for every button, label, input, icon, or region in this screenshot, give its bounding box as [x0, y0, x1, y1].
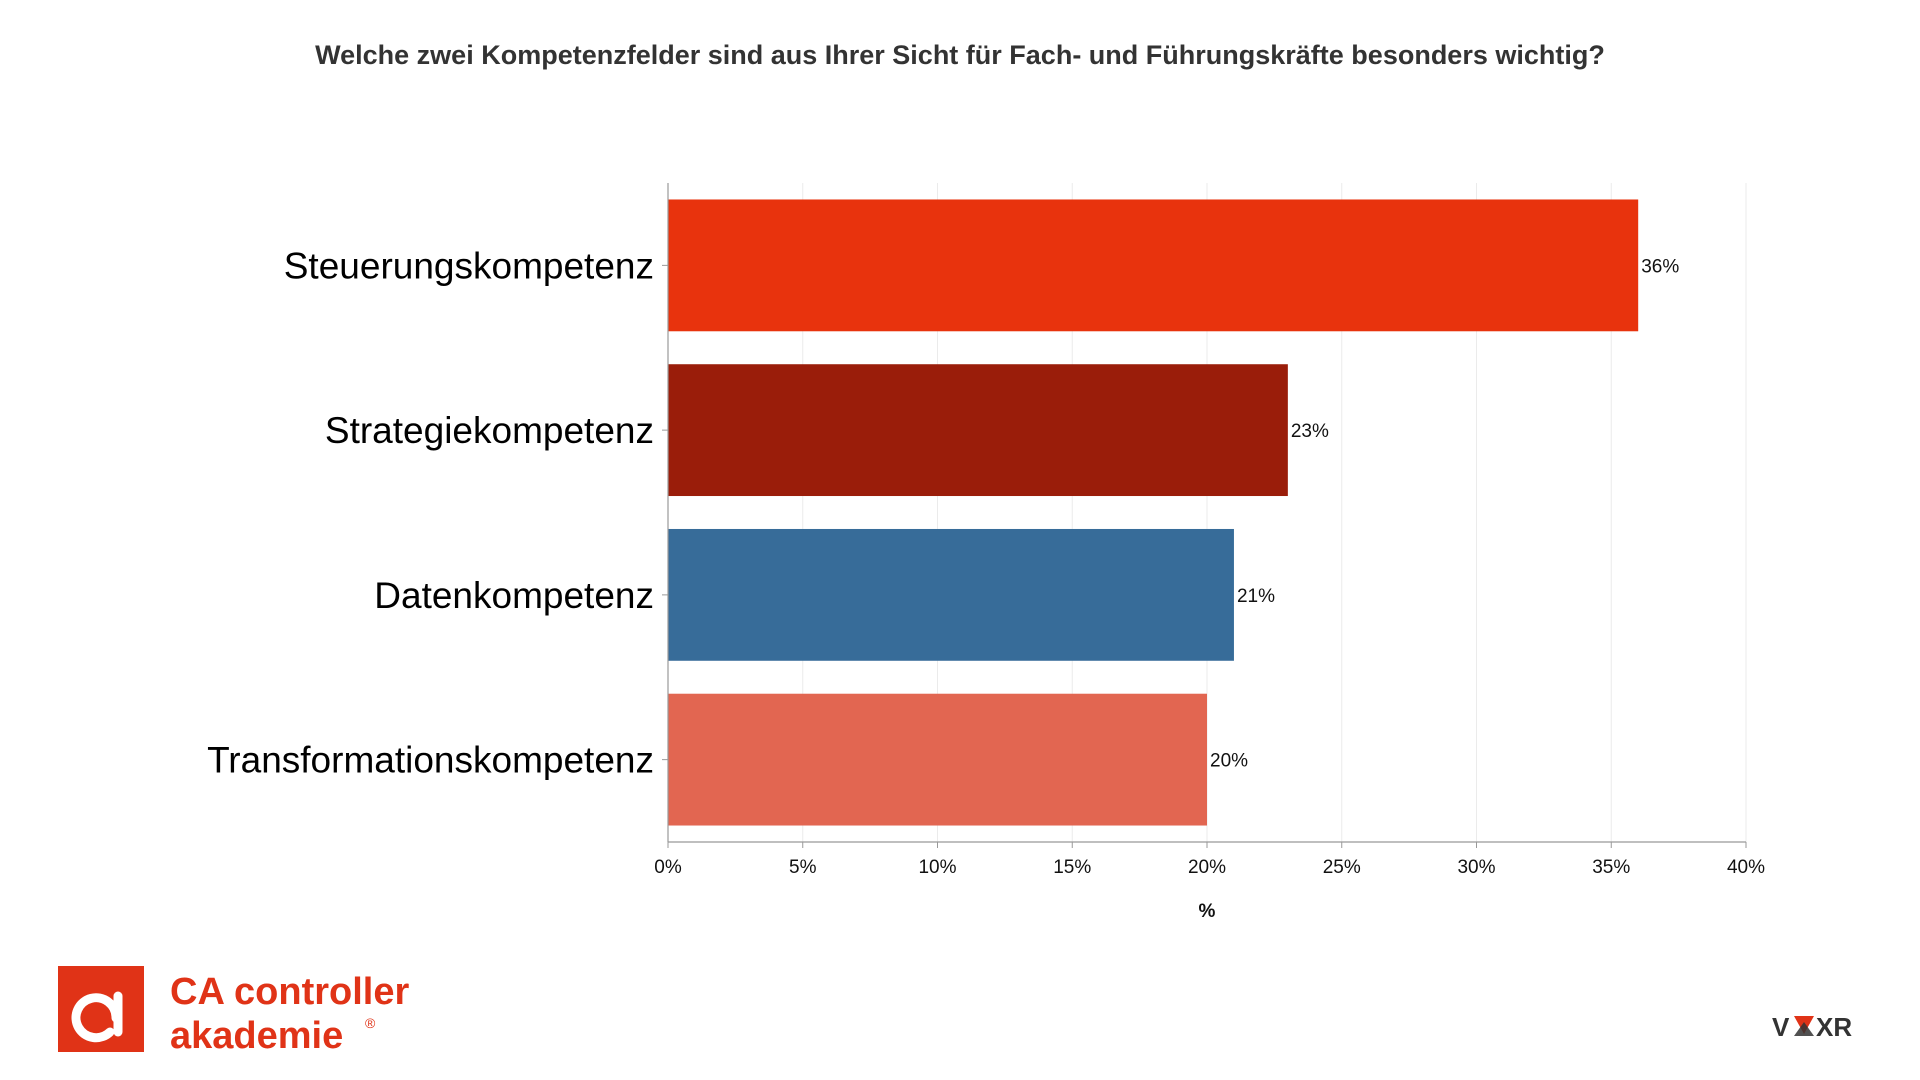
axes — [662, 183, 1747, 848]
bar-value-label: 23% — [1291, 421, 1329, 442]
bar — [668, 528, 1234, 661]
x-tick-label: 5% — [789, 857, 817, 878]
x-tick-label: 15% — [1053, 857, 1091, 878]
voxr-suffix: XR — [1816, 1012, 1852, 1040]
chart-title: Welche zwei Kompetenzfelder sind aus Ihr… — [315, 40, 1605, 70]
category-label: Transformationskompetenz — [207, 740, 654, 781]
logo-text-line1: CA controller — [170, 971, 409, 1013]
bar-value-label: 20% — [1210, 751, 1248, 772]
bar — [668, 364, 1288, 497]
category-label: Steuerungskompetenz — [284, 245, 654, 286]
x-tick-label: 35% — [1592, 857, 1630, 878]
x-tick-label: 25% — [1323, 857, 1361, 878]
voxr-prefix: V — [1772, 1012, 1790, 1040]
voxr-o-icon — [1794, 1016, 1814, 1036]
bar-value-label: 21% — [1237, 586, 1275, 607]
category-label: Datenkompetenz — [374, 575, 654, 616]
bar-chart: 0% 5% 10% 15% 20% 25% 30% 35% 40% Steuerungskompe… — [207, 183, 1765, 922]
bar — [668, 693, 1207, 826]
logo-mark-icon — [58, 966, 144, 1052]
labels: 0% 5% 10% 15% 20% 25% 30% 35% 40% Steuerungskompe… — [207, 245, 1765, 878]
bar-value-label: 36% — [1641, 256, 1679, 277]
logo-text-line2: akademie — [170, 1015, 343, 1056]
x-tick-label: 10% — [918, 857, 956, 878]
x-tick-label: 30% — [1457, 857, 1495, 878]
logo-registered-mark: ® — [365, 1015, 376, 1031]
voxr-logo: V XR — [1772, 1012, 1852, 1040]
x-tick-label: 40% — [1727, 857, 1765, 878]
bars — [668, 199, 1639, 826]
bar — [668, 199, 1639, 332]
ca-controller-akademie-logo: CA controller akademie ® — [58, 966, 409, 1056]
x-axis-title: % — [1199, 901, 1216, 922]
x-tick-label: 20% — [1188, 857, 1226, 878]
category-label: Strategiekompetenz — [325, 410, 654, 451]
x-tick-label: 0% — [654, 857, 682, 878]
